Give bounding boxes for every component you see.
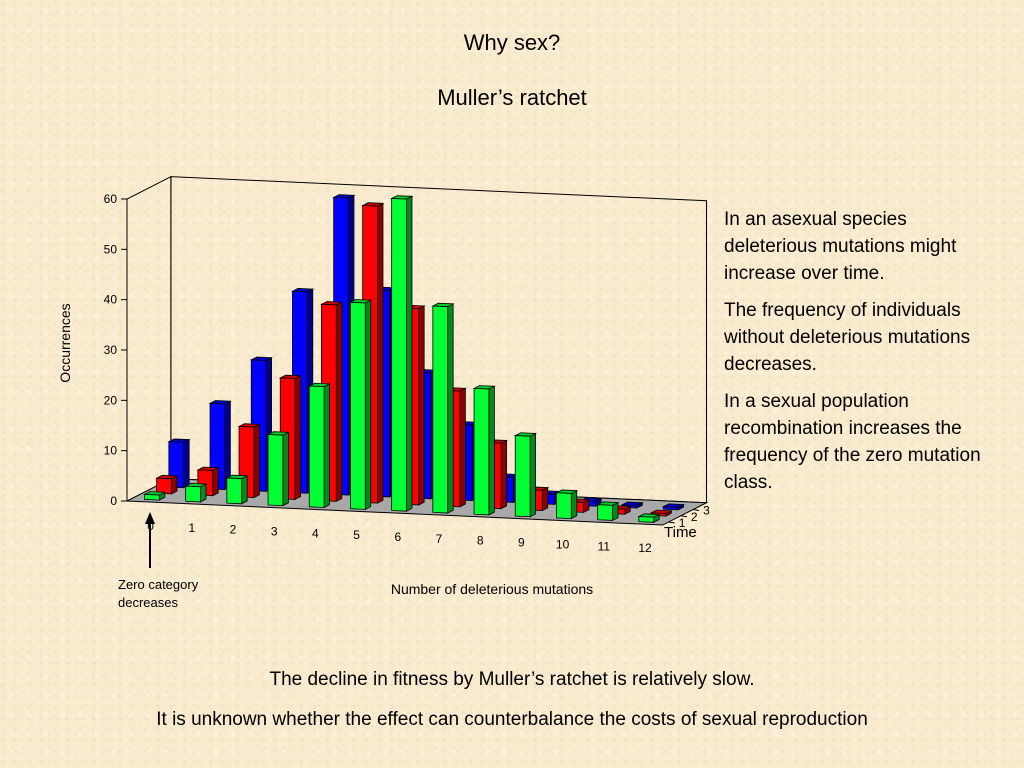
bar-3-1 [184,482,208,503]
bar-side [541,486,549,512]
x-tick-label: 3 [271,524,278,538]
bar-front [473,387,490,516]
y-tick-label: 60 [104,192,118,206]
bar-side [377,202,384,504]
bar-1-12 [661,503,686,511]
bar-front [267,434,284,507]
bar-3-10 [554,489,579,520]
bar-3-5 [348,299,373,510]
zero-category-callout: Zero category decreases [118,577,199,610]
bar-side [447,303,454,514]
y-tick-label: 0 [110,494,117,508]
depth-tick [680,515,687,518]
x-tick-label: 1 [188,521,195,535]
bar-side [529,432,536,518]
x-axis-title: Number of deleterious mutations [391,581,593,597]
bar-side [459,387,466,508]
x-tick-label: 7 [436,532,443,546]
x-tick-label: 6 [394,530,401,544]
bar-3-0 [142,491,167,501]
bar-front [308,385,325,508]
bar-3-7 [431,302,455,514]
callout-arrowhead [145,512,155,525]
y-tick-label: 30 [104,343,118,357]
x-tick-label: 4 [312,526,319,540]
x-tick-label: 2 [230,523,237,537]
y-tick-label: 20 [104,393,118,407]
bar-front [350,301,366,510]
x-tick-label: 12 [638,541,652,555]
depth-tick [693,509,700,512]
bar-side [570,489,578,520]
bar-3-3 [266,431,290,507]
bar-front [638,516,655,523]
y-axis-title: Occurrences [57,303,73,382]
bar-side [418,305,425,506]
x-tick-label: 8 [477,534,484,548]
y-tick-label: 40 [104,293,118,307]
bar-front [391,198,407,512]
bar-side [212,467,219,497]
depth-tick-label: 1 [679,516,686,530]
x-tick-label: 11 [598,539,611,553]
x-tick-label: 9 [518,536,525,550]
bar-3-6 [390,195,414,512]
bar-front [597,504,613,521]
bar-3-2 [225,474,249,505]
bar-side [183,438,190,489]
bar-side [406,195,413,512]
x-tick-label: 10 [556,537,570,551]
y-tick-label: 10 [104,444,118,458]
bar-3-8 [472,385,496,516]
bar-side [241,475,248,505]
bar-front [156,477,172,495]
bar-front [226,477,243,505]
bar-front [662,506,679,511]
depth-tick-label: 3 [703,504,710,518]
bar-side [488,385,495,516]
depth-axis-title: Time [664,524,697,541]
side-paragraph-3: In a sexual population recombination inc… [724,391,981,493]
bar-side [364,299,372,510]
side-paragraph-2: The frequency of individuals without del… [724,300,971,375]
footer-line-1: The decline in fitness by Muller’s ratch… [269,669,755,690]
bar-3-9 [513,432,538,518]
slide-subtitle: Muller’s ratchet [437,85,587,110]
bar-3-11 [596,501,620,522]
bar-front [556,492,572,520]
bar-side [282,431,289,507]
side-paragraph-1: In an asexual species deleterious mutati… [724,209,957,284]
bar-side [335,301,343,502]
bar-2-0 [155,474,179,495]
bar-3-12 [637,513,661,523]
bar-3-4 [307,382,332,509]
footer-line-2: It is unknown whether the effect can cou… [156,709,868,730]
depth-tick [668,521,675,524]
bar-front [144,493,160,501]
x-tick-label: 5 [353,528,360,542]
bars-group [142,194,686,523]
bar-side [294,375,301,501]
side-text: In an asexual species deleterious mutati… [724,206,994,506]
bar-side [500,439,507,510]
side-wall [126,175,172,502]
bar-side [253,423,260,499]
slide-title: Why sex? [463,30,561,55]
y-tick-label: 50 [104,242,118,256]
bar-front [514,435,531,518]
bar-side [323,383,330,509]
bar-front [185,485,201,503]
depth-tick-label: 2 [691,510,698,524]
bar-front [432,305,449,514]
